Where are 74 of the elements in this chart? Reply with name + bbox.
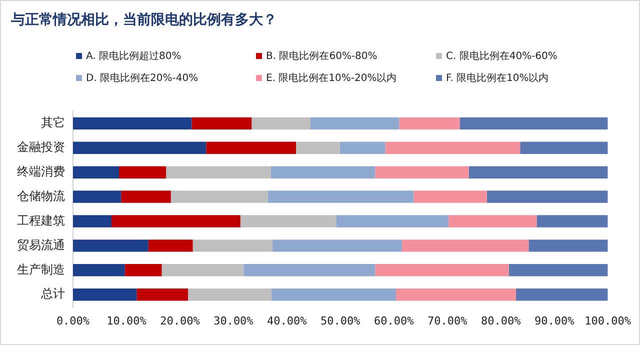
bar [192, 240, 272, 252]
bar [460, 117, 608, 130]
bar [192, 117, 252, 130]
bar [73, 215, 112, 228]
chart-title: 与正常情况相比，当前限电的比例有多大？ [11, 11, 277, 29]
bar [271, 288, 396, 301]
x-tick-label: 70.00% [428, 314, 468, 328]
bar [272, 240, 402, 252]
bar [468, 166, 608, 178]
bar [121, 190, 171, 203]
bar [73, 288, 137, 301]
bar [162, 264, 244, 276]
x-tick-label: 60.00% [374, 314, 414, 328]
bar [385, 142, 520, 154]
bar [536, 215, 608, 228]
y-tick-label: 贸易流通 [17, 238, 65, 252]
bar [188, 288, 272, 301]
bar [136, 288, 188, 301]
bar [310, 117, 400, 130]
bar [375, 264, 509, 276]
bar [124, 264, 162, 276]
x-tick-label: 40.00% [267, 314, 308, 328]
bar [399, 117, 460, 130]
bar [166, 166, 271, 178]
y-tick-label: 总计 [40, 286, 65, 301]
bar [112, 215, 240, 228]
x-tick-label: 20.00% [160, 314, 200, 328]
bar [296, 142, 340, 154]
bar [414, 190, 487, 203]
bar [270, 166, 376, 178]
bar [336, 215, 448, 228]
bar [118, 166, 166, 178]
bar [340, 142, 386, 154]
x-tick-label: 10.00% [106, 314, 147, 328]
y-tick-label: 仓储物流 [17, 188, 65, 203]
legend-label: A. 限电比例超过80% [86, 50, 182, 63]
bar [206, 142, 296, 154]
bar [244, 264, 376, 276]
bar [486, 190, 608, 203]
x-tick-label: 90.00% [534, 314, 575, 328]
bar [448, 215, 537, 228]
bar [240, 215, 336, 228]
bar [148, 240, 193, 252]
x-tick-label: 0.00% [56, 314, 90, 328]
legend-label: D. 限电比例在20%-40% [86, 72, 198, 85]
bar [375, 166, 469, 178]
legend-label: E. 限电比例在10%-20%以内 [266, 72, 397, 85]
y-tick-label: 其它 [41, 116, 65, 130]
y-tick-label: 金融投资 [17, 140, 65, 154]
bar [268, 190, 414, 203]
legend-label: B. 限电比例在60%-80% [266, 50, 378, 63]
bar [73, 240, 148, 252]
bar [528, 240, 608, 252]
legend-label: C. 限电比例在40%-60% [446, 50, 558, 63]
bar [402, 240, 529, 252]
bar [520, 142, 608, 154]
bar [73, 190, 122, 203]
bar [170, 190, 268, 203]
bar [508, 264, 608, 276]
y-tick-label: 终端消费 [17, 164, 65, 178]
bar [516, 288, 608, 301]
bar [73, 142, 206, 154]
x-tick-label: 100.00% [584, 314, 632, 328]
x-tick-label: 50.00% [320, 314, 361, 328]
y-tick-label: 生产制造 [17, 262, 65, 276]
bar [73, 264, 125, 276]
y-tick-label: 工程建筑 [17, 213, 65, 228]
x-tick-label: 80.00% [480, 314, 522, 328]
legend-label: F. 限电比例在10%以内 [446, 72, 549, 85]
x-tick-label: 30.00% [214, 314, 254, 328]
bar [73, 117, 192, 130]
bar [73, 166, 119, 178]
bar [252, 117, 310, 130]
bar [396, 288, 516, 301]
